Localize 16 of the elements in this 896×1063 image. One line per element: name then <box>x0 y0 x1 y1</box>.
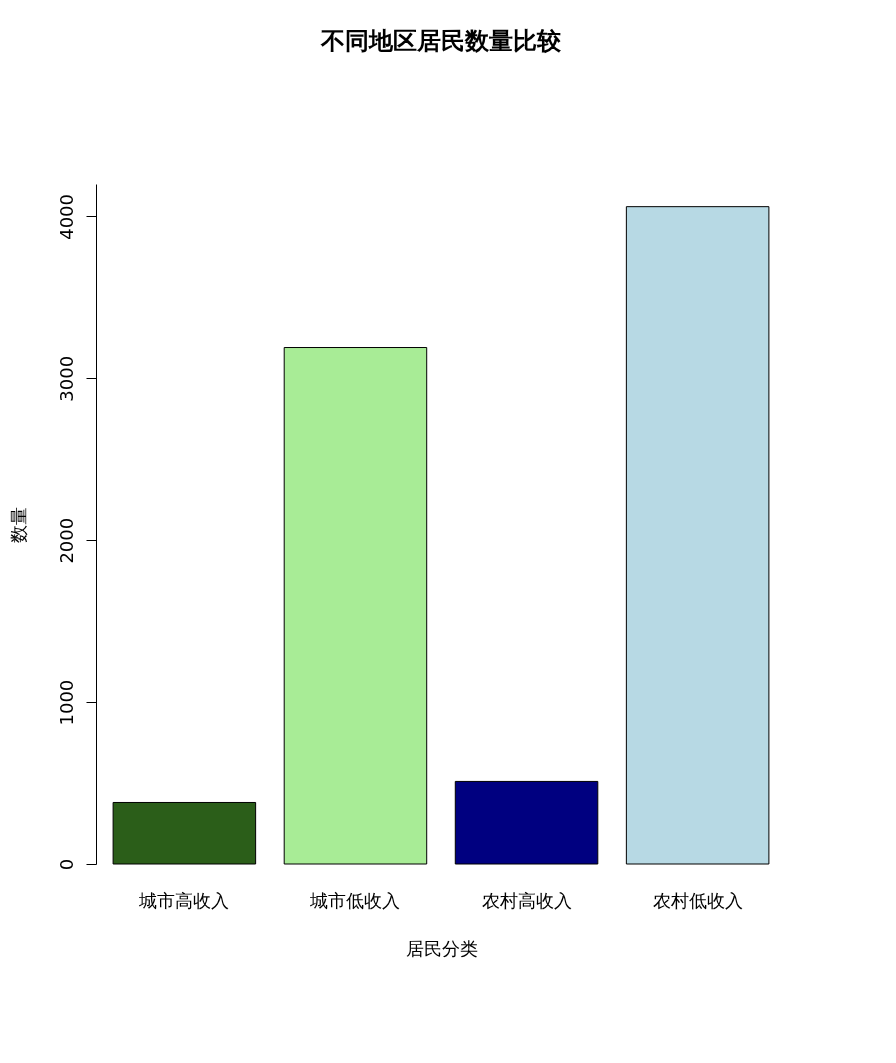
bar <box>283 347 428 865</box>
y-tick-label: 3000 <box>55 355 77 402</box>
y-tick-label: 4000 <box>55 193 77 240</box>
chart-title: 不同地区居民数量比较 <box>320 27 562 55</box>
y-tick-label: 2000 <box>55 517 77 564</box>
x-tick-label: 城市低收入 <box>309 889 401 911</box>
y-tick-label: 1000 <box>55 679 77 726</box>
y-tick-label: 0 <box>55 858 77 871</box>
y-axis-title: 数量 <box>7 506 29 543</box>
x-tick-label: 农村低收入 <box>652 889 743 911</box>
x-axis-title: 居民分类 <box>405 937 478 959</box>
bar <box>112 801 257 865</box>
x-tick-label: 城市高收入 <box>138 889 230 911</box>
x-tick-label: 农村高收入 <box>481 889 572 911</box>
bar <box>454 780 599 865</box>
bar <box>625 206 770 865</box>
